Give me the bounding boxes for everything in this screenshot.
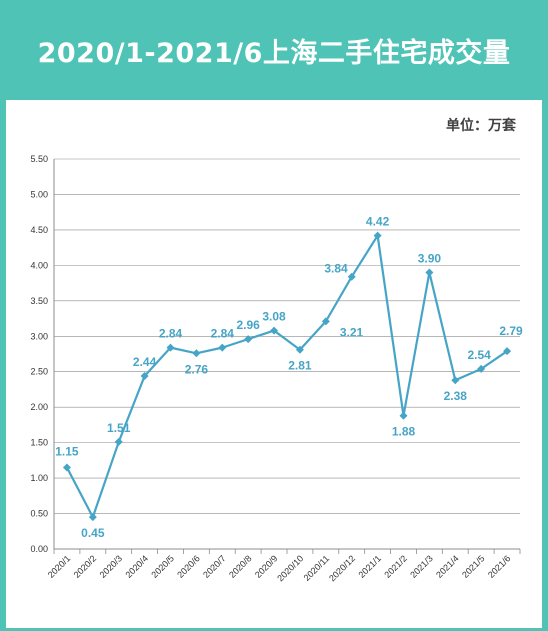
data-label: 2.84 (159, 327, 183, 341)
y-tick-label: 0.00 (30, 544, 48, 554)
data-point (399, 411, 408, 420)
data-label: 1.15 (55, 444, 79, 458)
data-label: 2.76 (185, 362, 209, 376)
x-tick-label: 2020/8 (227, 553, 254, 580)
x-tick-label: 2020/10 (275, 553, 305, 583)
data-point (218, 343, 227, 352)
y-tick-label: 5.00 (30, 189, 48, 199)
x-tick-label: 2020/7 (201, 553, 228, 580)
data-point (244, 335, 253, 344)
y-tick-label: 1.00 (30, 473, 48, 483)
y-tick-label: 2.50 (30, 367, 48, 377)
data-label: 3.21 (340, 325, 364, 339)
data-point (140, 371, 149, 380)
data-label: 4.42 (366, 215, 390, 229)
x-tick-label: 2020/3 (98, 553, 125, 580)
x-tick-label: 2020/2 (72, 553, 99, 580)
data-point (114, 437, 123, 446)
y-tick-label: 1.50 (30, 438, 48, 448)
x-tick-label: 2021/3 (408, 553, 435, 580)
y-tick-label: 4.50 (30, 225, 48, 235)
x-tick-label: 2021/4 (434, 553, 461, 580)
x-tick-label: 2020/5 (149, 553, 176, 580)
data-point (477, 364, 486, 373)
x-tick-label: 2020/11 (302, 553, 332, 583)
x-tick-label: 2021/6 (486, 553, 513, 580)
y-tick-label: 4.00 (30, 260, 48, 270)
data-label: 2.81 (288, 359, 312, 373)
y-tick-label: 5.50 (30, 154, 48, 164)
data-label: 2.84 (211, 327, 235, 341)
y-tick-label: 0.50 (30, 509, 48, 519)
data-label: 3.90 (418, 251, 442, 265)
x-tick-label: 2020/6 (175, 553, 202, 580)
chart-title: 2020/1-2021/6上海二手住宅成交量 (37, 37, 511, 69)
data-point (347, 272, 356, 281)
data-label: 0.45 (81, 526, 105, 540)
x-tick-label: 2020/1 (46, 553, 73, 580)
data-label: 3.08 (262, 310, 286, 324)
data-point (503, 347, 512, 356)
data-point (270, 326, 279, 335)
x-tick-label: 2021/1 (356, 553, 383, 580)
x-tick-label: 2020/12 (327, 553, 357, 583)
series-line (65, 234, 508, 519)
data-label: 2.38 (444, 389, 468, 403)
data-point (88, 513, 97, 522)
data-point (62, 463, 71, 472)
data-point (321, 317, 330, 326)
data-label: 3.84 (324, 262, 348, 276)
data-label: 2.44 (133, 355, 157, 369)
x-tick-label: 2021/2 (382, 553, 409, 580)
data-label: 2.96 (236, 318, 260, 332)
data-point (295, 345, 304, 354)
data-label: 1.88 (392, 425, 416, 439)
data-label: 2.54 (467, 348, 491, 362)
data-point (192, 349, 201, 358)
y-tick-label: 2.00 (30, 402, 48, 412)
y-tick-label: 3.50 (30, 296, 48, 306)
data-point (451, 376, 460, 385)
unit-label: 单位：万套 (446, 118, 516, 134)
data-label: 1.51 (107, 421, 131, 435)
data-label: 2.79 (499, 324, 523, 338)
data-point (166, 343, 175, 352)
data-point (373, 231, 382, 240)
x-tick-label: 2021/5 (460, 553, 487, 580)
x-tick-label: 2020/4 (123, 553, 150, 580)
y-tick-label: 3.00 (30, 331, 48, 341)
data-point (425, 268, 434, 277)
chart-panel: 单位：万套 (6, 100, 542, 628)
